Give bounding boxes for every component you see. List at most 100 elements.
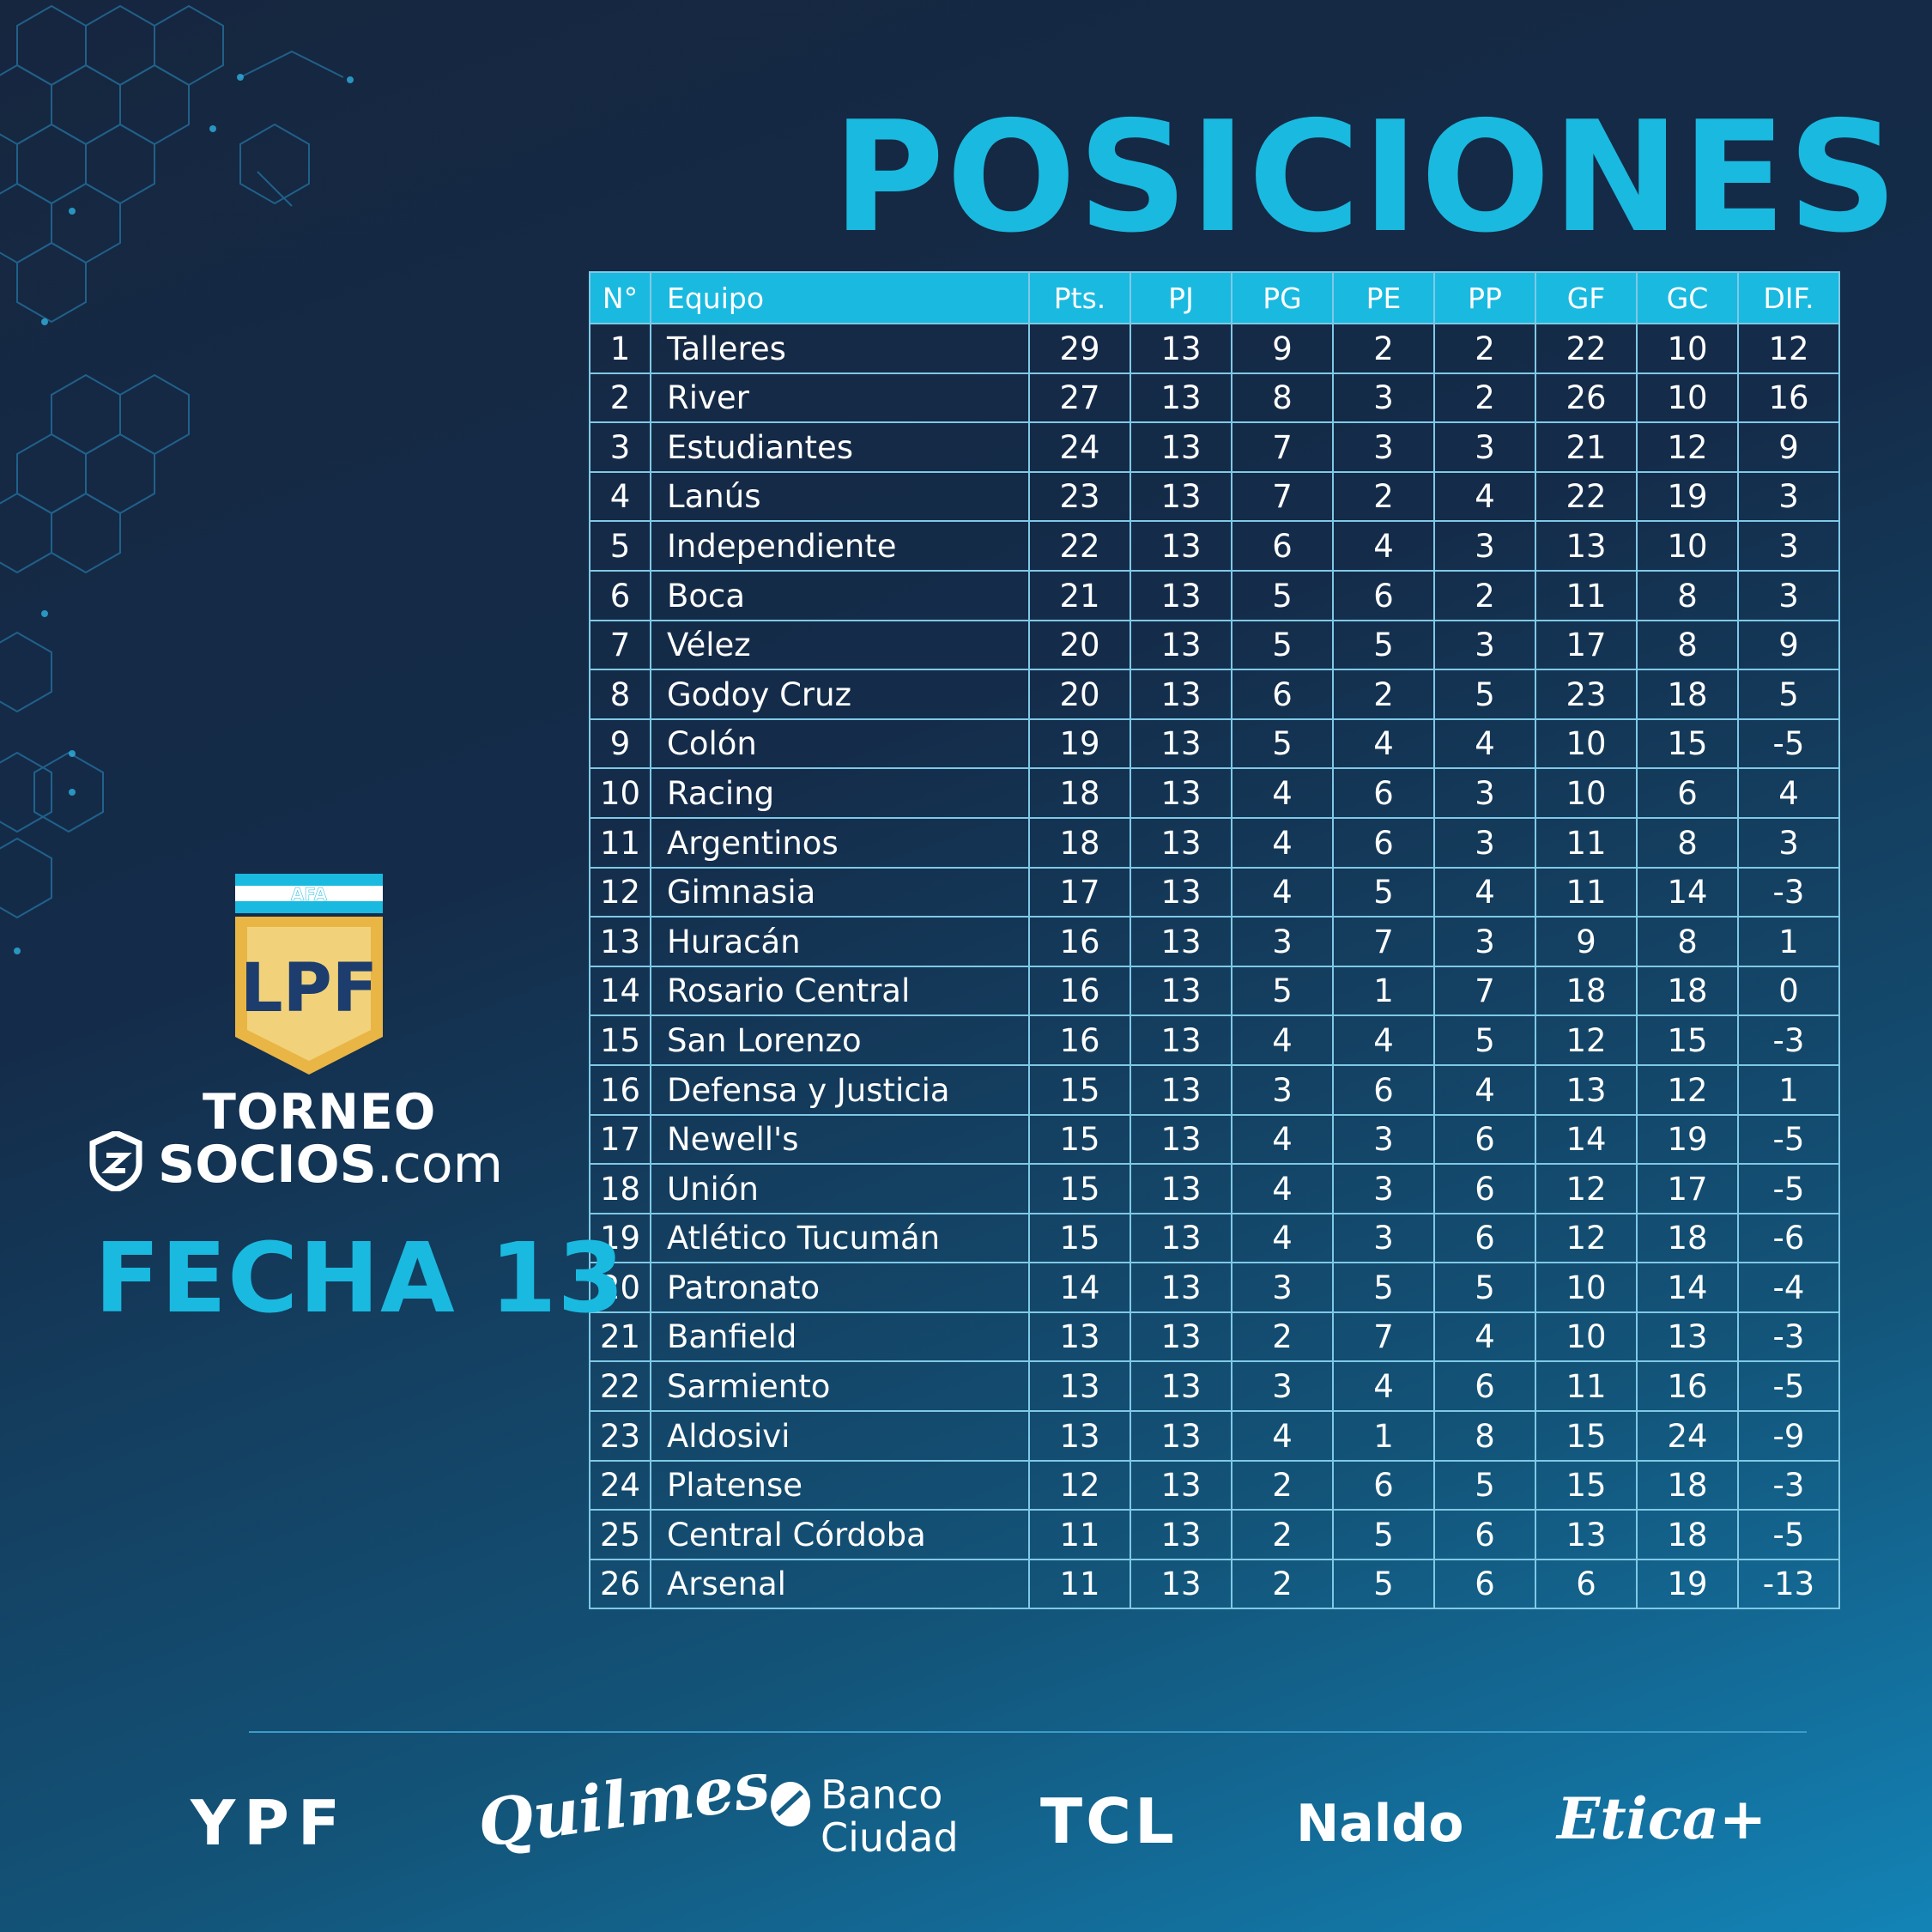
cell-position: 4 (589, 470, 651, 523)
page-title: POSICIONES (833, 88, 1900, 266)
cell-goals-for: 11 (1535, 866, 1638, 918)
cell-goal-difference: -5 (1737, 1360, 1840, 1413)
cell-points: 17 (1028, 866, 1131, 918)
cell-team: Racing (650, 767, 1030, 819)
table-row: 9 Colón 19 13 5 4 4 10 15 -5 (589, 718, 1840, 770)
cell-goals-against: 18 (1636, 669, 1739, 720)
cell-lost: 6 (1433, 1212, 1536, 1264)
cell-played: 13 (1130, 965, 1232, 1017)
cell-team: Banfield (650, 1311, 1030, 1363)
cell-goals-against: 16 (1636, 1360, 1739, 1413)
table-row: 14 Rosario Central 16 13 5 1 7 18 18 0 (589, 965, 1840, 1017)
table-row: 26 Arsenal 11 13 2 5 6 6 19 -13 (589, 1558, 1840, 1610)
cell-team: Talleres (650, 323, 1030, 374)
cell-lost: 6 (1433, 1163, 1536, 1214)
table-row: 8 Godoy Cruz 20 13 6 2 5 23 18 5 (589, 669, 1840, 720)
cell-goal-difference: -3 (1737, 1014, 1840, 1066)
cell-won: 2 (1231, 1509, 1334, 1560)
cell-drawn: 1 (1332, 1410, 1435, 1462)
cell-lost: 3 (1433, 767, 1536, 819)
round-label: FECHA 13 (94, 1223, 626, 1335)
cell-drawn: 7 (1332, 916, 1435, 967)
cell-position: 26 (589, 1558, 651, 1610)
cell-team: Estudiantes (650, 421, 1030, 473)
cell-team: Newell's (650, 1113, 1030, 1166)
cell-position: 2 (589, 372, 651, 424)
cell-position: 1 (589, 323, 651, 374)
table-row: 18 Unión 15 13 4 3 6 12 17 -5 (589, 1163, 1840, 1214)
cell-goals-for: 9 (1535, 916, 1638, 967)
cell-lost: 2 (1433, 323, 1536, 374)
lpf-shield-logo: AFA LPF (235, 874, 383, 1075)
cell-drawn: 2 (1332, 323, 1435, 374)
cell-goals-for: 22 (1535, 323, 1638, 374)
cell-team: San Lorenzo (650, 1014, 1030, 1066)
cell-goal-difference: 1 (1737, 1063, 1840, 1116)
header-played: PJ (1130, 271, 1232, 324)
cell-position: 5 (589, 520, 651, 572)
cell-won: 8 (1231, 372, 1334, 424)
cell-goals-against: 19 (1636, 470, 1739, 523)
cell-goals-for: 17 (1535, 619, 1638, 671)
cell-goals-for: 10 (1535, 718, 1638, 770)
cell-played: 13 (1130, 1558, 1232, 1610)
cell-won: 3 (1231, 1360, 1334, 1413)
cell-won: 6 (1231, 520, 1334, 572)
torneo-label: TORNEO (203, 1084, 437, 1141)
cell-lost: 2 (1433, 569, 1536, 621)
cell-won: 5 (1231, 619, 1334, 671)
cell-goals-for: 10 (1535, 767, 1638, 819)
cell-team: Lanús (650, 470, 1030, 523)
socios-logo: SOCIOS.com (89, 1131, 536, 1195)
cell-goal-difference: 3 (1737, 470, 1840, 523)
cell-lost: 4 (1433, 866, 1536, 918)
cell-goal-difference: -3 (1737, 866, 1840, 918)
cell-played: 13 (1130, 1163, 1232, 1214)
cell-goal-difference: -6 (1737, 1212, 1840, 1264)
cell-drawn: 5 (1332, 1509, 1435, 1560)
lpf-label: LPF (240, 950, 378, 1027)
cell-goals-against: 10 (1636, 323, 1739, 374)
cell-goals-against: 15 (1636, 718, 1739, 770)
cell-drawn: 4 (1332, 1014, 1435, 1066)
cell-goals-for: 12 (1535, 1212, 1638, 1264)
cell-won: 2 (1231, 1558, 1334, 1610)
cell-points: 14 (1028, 1262, 1131, 1313)
cell-goals-for: 13 (1535, 1063, 1638, 1116)
cell-points: 19 (1028, 718, 1131, 770)
cell-goal-difference: -3 (1737, 1459, 1840, 1511)
cell-lost: 3 (1433, 619, 1536, 671)
cell-goals-against: 8 (1636, 569, 1739, 621)
cell-played: 13 (1130, 1509, 1232, 1560)
cell-played: 13 (1130, 669, 1232, 720)
cell-goal-difference: -4 (1737, 1262, 1840, 1313)
cell-goals-against: 14 (1636, 1262, 1739, 1313)
cell-drawn: 5 (1332, 619, 1435, 671)
cell-team: Colón (650, 718, 1030, 770)
cell-position: 17 (589, 1113, 651, 1166)
cell-position: 22 (589, 1360, 651, 1413)
cell-points: 27 (1028, 372, 1131, 424)
afa-label: AFA (291, 884, 328, 905)
cell-position: 7 (589, 619, 651, 671)
cell-goal-difference: 4 (1737, 767, 1840, 819)
cell-goals-against: 18 (1636, 965, 1739, 1017)
cell-points: 12 (1028, 1459, 1131, 1511)
cell-played: 13 (1130, 619, 1232, 671)
cell-drawn: 4 (1332, 520, 1435, 572)
cell-goal-difference: 3 (1737, 520, 1840, 572)
table-row: 17 Newell's 15 13 4 3 6 14 19 -5 (589, 1113, 1840, 1166)
cell-goal-difference: -5 (1737, 1113, 1840, 1166)
header-position: N° (589, 271, 651, 324)
socios-light-text: .com (376, 1135, 504, 1195)
cell-drawn: 3 (1332, 1212, 1435, 1264)
cell-played: 13 (1130, 323, 1232, 374)
cell-goal-difference: -9 (1737, 1410, 1840, 1462)
cell-points: 15 (1028, 1212, 1131, 1264)
socios-wordmark: SOCIOS.com (158, 1135, 503, 1195)
cell-goal-difference: -5 (1737, 718, 1840, 770)
cell-won: 5 (1231, 569, 1334, 621)
cell-goals-for: 10 (1535, 1262, 1638, 1313)
cell-team: Boca (650, 569, 1030, 621)
cell-goal-difference: 16 (1737, 372, 1840, 424)
